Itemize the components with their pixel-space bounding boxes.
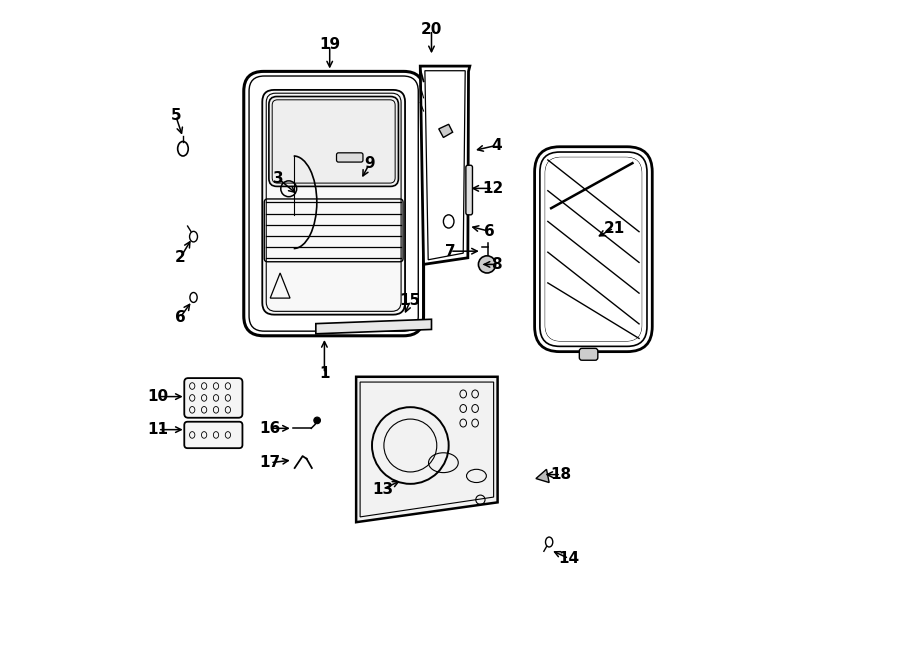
- FancyBboxPatch shape: [262, 90, 405, 315]
- Polygon shape: [356, 377, 498, 522]
- Text: 18: 18: [551, 467, 572, 482]
- Text: 13: 13: [372, 482, 393, 496]
- Text: 17: 17: [259, 455, 281, 470]
- Text: 16: 16: [259, 421, 281, 436]
- FancyBboxPatch shape: [184, 378, 242, 418]
- Circle shape: [314, 417, 320, 424]
- Text: 12: 12: [482, 181, 504, 196]
- FancyBboxPatch shape: [535, 147, 652, 352]
- FancyBboxPatch shape: [184, 422, 242, 448]
- Polygon shape: [439, 124, 453, 137]
- Circle shape: [479, 256, 496, 273]
- Polygon shape: [536, 469, 549, 483]
- Text: 6: 6: [175, 310, 185, 325]
- Text: 11: 11: [148, 422, 168, 437]
- Text: 2: 2: [175, 251, 185, 265]
- FancyBboxPatch shape: [545, 157, 642, 341]
- Text: 20: 20: [421, 22, 442, 37]
- Text: 9: 9: [364, 157, 374, 171]
- Text: 15: 15: [400, 293, 421, 308]
- FancyBboxPatch shape: [244, 71, 424, 336]
- Text: 4: 4: [491, 138, 501, 153]
- FancyBboxPatch shape: [580, 348, 598, 360]
- Text: 10: 10: [148, 389, 168, 404]
- Text: 5: 5: [170, 108, 181, 123]
- Text: 21: 21: [603, 221, 625, 235]
- Text: 3: 3: [273, 171, 284, 186]
- FancyBboxPatch shape: [337, 153, 363, 162]
- Text: 14: 14: [558, 551, 580, 566]
- Text: 1: 1: [320, 366, 329, 381]
- Text: 7: 7: [445, 244, 455, 258]
- Text: 8: 8: [491, 257, 501, 272]
- FancyBboxPatch shape: [466, 165, 472, 215]
- Polygon shape: [316, 319, 431, 334]
- FancyBboxPatch shape: [269, 97, 399, 186]
- Polygon shape: [420, 66, 470, 264]
- Text: 19: 19: [320, 38, 340, 52]
- Text: 6: 6: [484, 224, 495, 239]
